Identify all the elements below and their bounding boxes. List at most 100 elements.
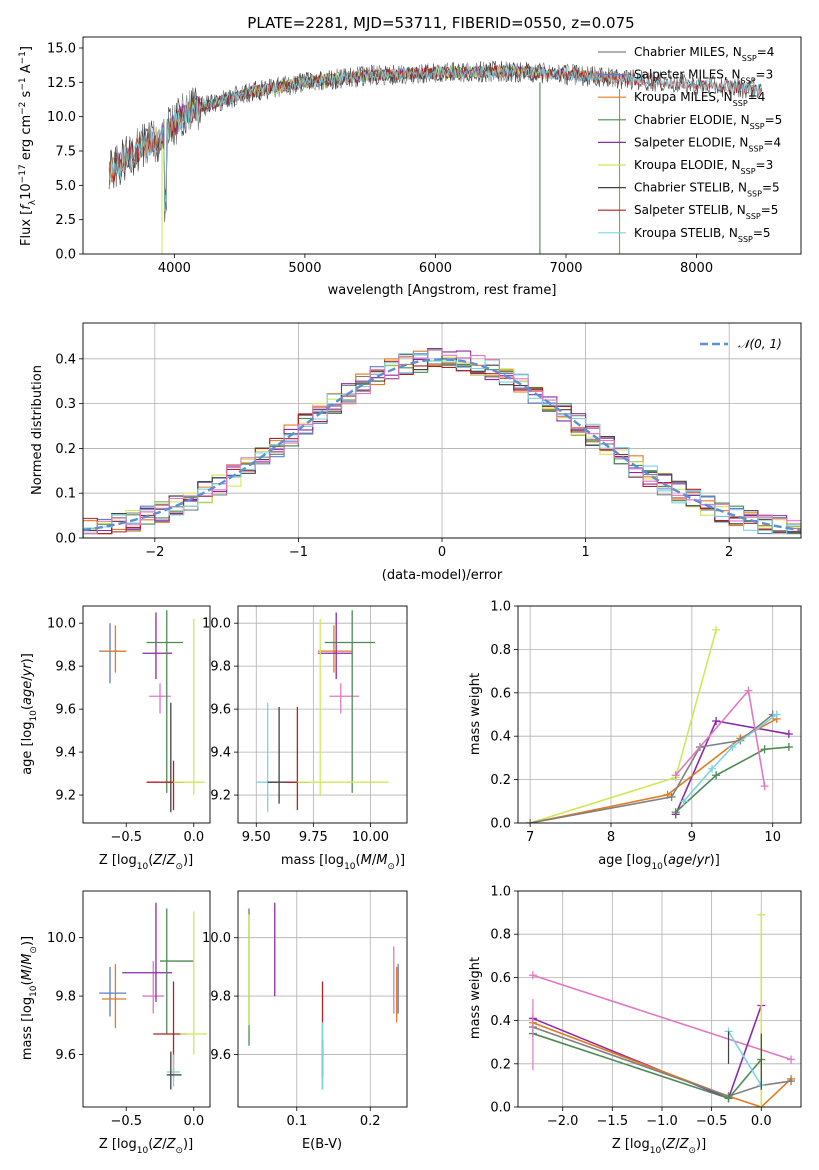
- y-tick-label: 9.8: [210, 990, 231, 1005]
- series-marker: [724, 1094, 733, 1103]
- plot-area: [108, 60, 762, 254]
- series-line: [675, 746, 789, 813]
- errorbar-point: [146, 610, 183, 793]
- y-tick-label: 1.0: [490, 600, 511, 615]
- y-tick-label: 0.1: [55, 487, 76, 502]
- x-tick-label: 0.0: [183, 1114, 204, 1129]
- spectrum-line: [161, 65, 540, 213]
- y-tick-label: 12.5: [47, 76, 76, 91]
- x-tick-label: 0.1: [286, 1114, 307, 1129]
- series-marker: [667, 792, 676, 801]
- legend-entry: Kroupa STELIB, NSSP=5: [634, 226, 771, 244]
- errorbar-point: [99, 966, 127, 1017]
- x-tick-label: 9.75: [299, 830, 328, 845]
- y-tick-label: 9.4: [55, 746, 76, 761]
- x-axis-label: (data-model)/error: [382, 568, 503, 583]
- legend-entry: Kroupa MILES, NSSP=4: [634, 90, 765, 108]
- x-tick-label: 0.2: [360, 1114, 381, 1129]
- y-tick-label: 10.0: [202, 931, 231, 946]
- x-tick-label: 0.0: [183, 830, 204, 845]
- x-tick-label: 0: [438, 545, 446, 560]
- x-axis-label: mass [log10(M/M⊙)]: [281, 853, 405, 872]
- errorbar-point: [160, 908, 194, 1035]
- spectrum-line: [161, 65, 540, 213]
- y-tick-label: 9.8: [210, 660, 231, 675]
- series-marker: [728, 743, 737, 752]
- y-tick-label: 9.2: [210, 789, 231, 804]
- axes-frame: [82, 322, 802, 539]
- y-tick-label: 10.0: [47, 110, 76, 125]
- plot-area: [99, 902, 208, 1090]
- x-tick-label: 6000: [419, 261, 452, 276]
- plot-area: [248, 902, 399, 1090]
- errorbar-point: [285, 706, 309, 811]
- y-tick-label: 9.6: [210, 1048, 231, 1063]
- x-tick-label: −1: [289, 545, 308, 560]
- legend-entry: Kroupa ELODIE, NSSP=3: [634, 158, 773, 176]
- spectrum-line: [108, 65, 762, 212]
- series-marker: [784, 743, 793, 752]
- series-marker: [712, 625, 721, 634]
- errorbar-point: [166, 1054, 181, 1087]
- y-tick-label: 0.0: [55, 248, 76, 263]
- errorbar-point: [267, 706, 296, 804]
- y-tick-label: 15.0: [47, 41, 76, 56]
- series-marker: [526, 819, 535, 823]
- legend-entry: Salpeter STELIB, NSSP=5: [634, 203, 778, 221]
- axes: −0.5 0.0 9.6 9.8 10.0: [47, 890, 211, 1129]
- grid-lines: [518, 605, 801, 824]
- x-tick-label: 0.0: [751, 1114, 772, 1129]
- x-tick-label: −0.5: [110, 830, 142, 845]
- plot-area: [256, 610, 389, 813]
- y-axis-label: age [log10(age/yr)]: [20, 653, 39, 775]
- errorbar-point: [317, 612, 353, 680]
- y-tick-label: 0.8: [490, 928, 511, 943]
- legend-entry: Salpeter MILES, NSSP=3: [634, 68, 773, 86]
- errorbar-point: [297, 618, 389, 796]
- x-axis-label: Z [log10(Z/Z⊙)]: [99, 853, 193, 872]
- plot-area: [99, 610, 205, 813]
- axes-frame: [517, 890, 802, 1108]
- axes-frame: [237, 605, 408, 824]
- mass-weight-vs-metallicity-panel: −2.0 −1.5 −1.0 −0.5 0.0 0.0 0.2 0.4 0.6 0.8 1.0 Z […: [468, 885, 802, 1156]
- x-tick-label: 9: [688, 830, 696, 845]
- series-marker: [760, 782, 769, 791]
- x-tick-label: 8: [607, 830, 615, 845]
- x-tick-label: −2: [145, 545, 164, 560]
- x-tick-label: 10: [764, 830, 781, 845]
- y-tick-label: 10.0: [47, 931, 76, 946]
- y-tick-label: 9.8: [55, 990, 76, 1005]
- y-tick-label: 10.0: [47, 617, 76, 632]
- age-vs-mass-panel: 9.50 9.75 10.00 9.2 9.4 9.6 9.8 10.0 mass [log10…: [202, 605, 408, 872]
- x-axis-label: age [log10(age/yr)]: [598, 853, 720, 872]
- x-tick-label: 2: [725, 545, 733, 560]
- errorbar-point: [149, 683, 171, 714]
- errorbar-point: [168, 702, 174, 813]
- y-axis-label: mass weight: [468, 957, 483, 1039]
- y-axis-label: mass [log10(M/M⊙)]: [20, 936, 39, 1060]
- series-line: [529, 713, 774, 823]
- series-line: [532, 1026, 792, 1098]
- series-marker: [760, 745, 769, 754]
- y-tick-label: 0.4: [55, 352, 76, 367]
- y-tick-label: 9.6: [55, 703, 76, 718]
- series-marker: [757, 1103, 766, 1107]
- y-tick-label: 1.0: [490, 885, 511, 900]
- errorbar-point: [99, 623, 127, 684]
- plot-area: [528, 910, 796, 1107]
- y-tick-label: 0.8: [490, 643, 511, 658]
- mass-vs-metallicity-panel: −0.5 0.0 9.6 9.8 10.0 Z [log10(Z/Z⊙)] mass [lo…: [20, 890, 211, 1156]
- y-tick-label: 9.6: [210, 703, 231, 718]
- errorbar-point: [101, 963, 127, 1029]
- x-tick-label: 9.50: [242, 830, 271, 845]
- series-marker: [708, 764, 717, 773]
- x-tick-label: −1.5: [597, 1114, 629, 1129]
- x-axis-label: E(B-V): [302, 1137, 342, 1152]
- y-tick-label: 0.6: [490, 971, 511, 986]
- series-line: [532, 1005, 763, 1100]
- x-tick-label: 7000: [549, 261, 582, 276]
- series-line: [683, 713, 778, 802]
- errorbar-point: [317, 625, 353, 673]
- y-tick-label: 9.6: [55, 1048, 76, 1063]
